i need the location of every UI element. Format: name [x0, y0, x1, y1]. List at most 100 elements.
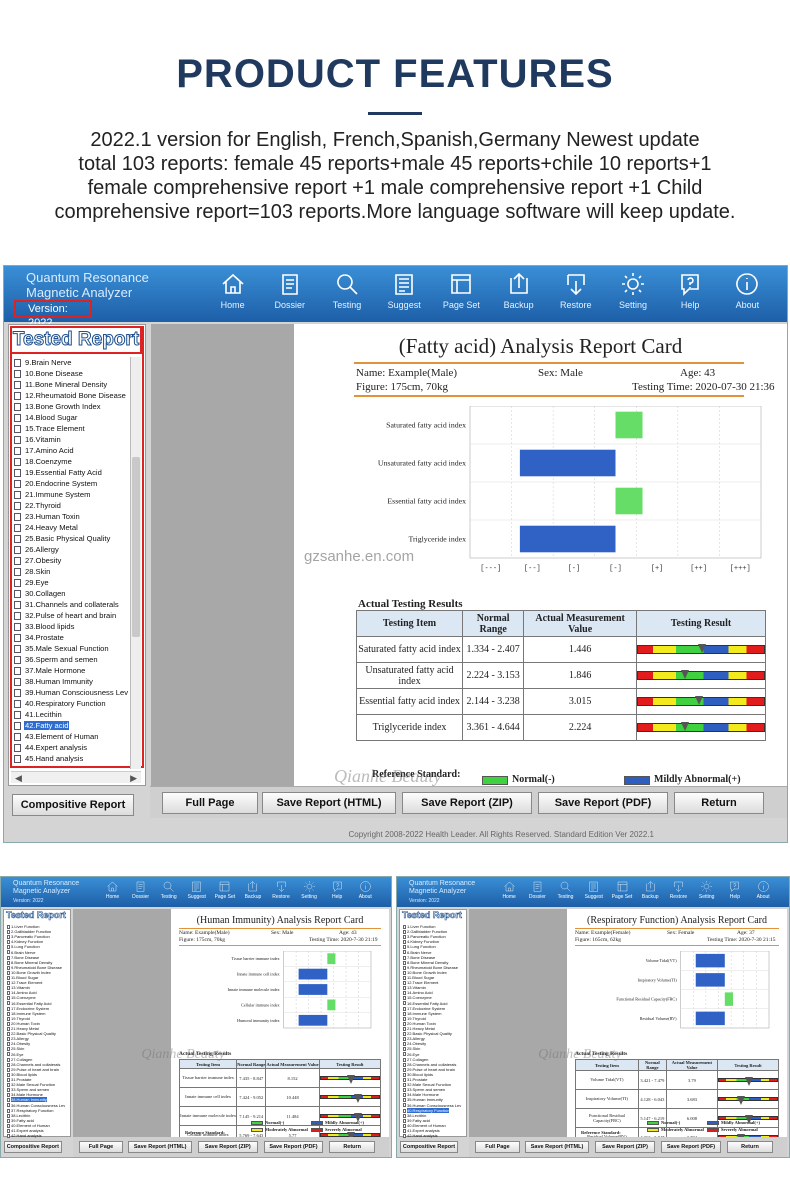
nav-setting-button[interactable]: Setting: [604, 271, 661, 310]
nav-home-button[interactable]: Home: [99, 880, 127, 900]
sidebar-vscroll[interactable]: [130, 357, 141, 769]
tree-item[interactable]: 3.Pancreatic Function: [403, 934, 446, 939]
tree-item[interactable]: 30.Blood lipids: [403, 1072, 433, 1077]
compositive-report-button[interactable]: Compositive Report: [400, 1141, 458, 1153]
tree-item[interactable]: 34.Male Hormone: [403, 1092, 439, 1097]
tree-item[interactable]: 5.Lung Function: [403, 944, 436, 949]
tree-item[interactable]: 32.Pulse of heart and brain: [14, 611, 117, 622]
tree-item[interactable]: 16.Essential Fatty Acid: [403, 1001, 447, 1006]
tree-item[interactable]: 22.Basic Physical Quality: [7, 1031, 56, 1036]
tree-item[interactable]: 15.Coenzyme: [7, 995, 36, 1000]
tree-item[interactable]: 26.Eye: [7, 1052, 23, 1057]
tree-item[interactable]: 29.Eye: [14, 578, 50, 589]
tree-item[interactable]: 25.Basic Physical Quality: [14, 534, 111, 545]
tree-item[interactable]: 26.Allergy: [14, 545, 60, 556]
return-button[interactable]: Return: [727, 1141, 773, 1153]
tree-item[interactable]: 41.Lecithin: [14, 710, 63, 721]
nav-testing-button[interactable]: Testing: [551, 880, 579, 900]
tree-item[interactable]: 31.Prostate: [7, 1077, 31, 1082]
tree-item[interactable]: 18.Immune System: [403, 1011, 441, 1016]
tree-item[interactable]: 13.Vitamin: [7, 985, 30, 990]
tree-item[interactable]: 6.Brain Nerve: [403, 950, 431, 955]
save-html-button[interactable]: Save Report (HTML): [525, 1141, 589, 1153]
tree-item[interactable]: 29.Pulse of heart and brain: [403, 1067, 455, 1072]
return-button[interactable]: Return: [329, 1141, 376, 1153]
nav-about-button[interactable]: About: [719, 271, 776, 310]
full-page-button[interactable]: Full Page: [162, 792, 258, 814]
tree-item[interactable]: 23.Allergy: [7, 1036, 29, 1041]
tree-item[interactable]: 38.Human Immunity: [14, 677, 94, 688]
nav-page-set-button[interactable]: Page Set: [211, 880, 239, 900]
tree-item[interactable]: 12.Trace Element: [7, 980, 42, 985]
nav-help-button[interactable]: Help: [323, 880, 351, 900]
tree-item[interactable]: 6.Brain Nerve: [7, 950, 35, 955]
tree-item[interactable]: 14.Amino Acid: [7, 990, 37, 995]
tree-item[interactable]: 19.Essential Fatty Acid: [14, 468, 103, 479]
tree-item[interactable]: 14.Amino Acid: [403, 990, 433, 995]
tree-item[interactable]: 24.Obesity: [403, 1041, 426, 1046]
tree-item[interactable]: 22.Basic Physical Quality: [403, 1031, 452, 1036]
tree-item[interactable]: 9.Rheumatoid Bone Disease: [403, 965, 458, 970]
tree-item[interactable]: 17.Amino Acid: [14, 446, 75, 457]
nav-testing-button[interactable]: Testing: [318, 271, 375, 310]
tree-item[interactable]: 16.Essential Fatty Acid: [7, 1001, 51, 1006]
tree-item[interactable]: 33.Sperm and semen: [7, 1087, 49, 1092]
nav-suggest-button[interactable]: Suggest: [580, 880, 608, 900]
nav-dossier-button[interactable]: Dossier: [261, 271, 318, 310]
tree-item[interactable]: 27.Collagen: [7, 1057, 32, 1062]
compositive-report-button[interactable]: Compositive Report: [12, 794, 134, 816]
tree-item[interactable]: 11.Bone Mineral Density: [14, 380, 108, 391]
save-html-button[interactable]: Save Report (HTML): [262, 792, 396, 814]
tree-item[interactable]: 23.Allergy: [403, 1036, 425, 1041]
tree-item[interactable]: 34.Male Hormone: [7, 1092, 43, 1097]
tree-item[interactable]: 27.Collagen: [403, 1057, 428, 1062]
tree-item[interactable]: 41.Expert analysis: [7, 1128, 44, 1133]
tree-item[interactable]: 14.Blood Sugar: [14, 413, 78, 424]
tree-item[interactable]: 2.Gallbladder Function: [7, 929, 51, 934]
tree-item[interactable]: 10.Bone Disease: [14, 369, 84, 380]
save-zip-button[interactable]: Save Report (ZIP): [402, 792, 532, 814]
scroll-right-icon[interactable]: ▶: [130, 773, 137, 783]
nav-help-button[interactable]: Help: [662, 271, 719, 310]
save-pdf-button[interactable]: Save Report (PDF): [661, 1141, 721, 1153]
nav-testing-button[interactable]: Testing: [155, 880, 183, 900]
tree-item[interactable]: 39.Fatty acid: [7, 1118, 34, 1123]
tree-item[interactable]: 8.Bone Mineral Density: [403, 960, 448, 965]
tree-item[interactable]: 32.Male Sexual Function: [7, 1082, 55, 1087]
compositive-report-button[interactable]: Compositive Report: [3, 1141, 62, 1153]
tree-item[interactable]: 21.Heavy Metal: [403, 1026, 435, 1031]
tree-item[interactable]: 43.Element of Human: [14, 732, 99, 743]
tree-item[interactable]: 3.Pancreatic Function: [7, 934, 50, 939]
tree-item[interactable]: 38.Lecithin: [7, 1113, 30, 1118]
nav-about-button[interactable]: About: [749, 880, 777, 900]
tree-item[interactable]: 23.Human Toxin: [14, 512, 81, 523]
tree-item[interactable]: 8.Bone Mineral Density: [7, 960, 52, 965]
tree-item[interactable]: 31.Channels and collaterals: [14, 600, 120, 611]
tree-item[interactable]: 29.Pulse of heart and brain: [7, 1067, 59, 1072]
nav-suggest-button[interactable]: Suggest: [376, 271, 433, 310]
nav-suggest-button[interactable]: Suggest: [183, 880, 211, 900]
tree-item[interactable]: 9.Brain Nerve: [14, 358, 72, 369]
tree-item[interactable]: 25.Skin: [7, 1046, 24, 1051]
return-button[interactable]: Return: [674, 792, 764, 814]
tree-item[interactable]: 11.Blood Sugar: [7, 975, 38, 980]
tree-item[interactable]: 24.Obesity: [7, 1041, 30, 1046]
tree-item[interactable]: 31.Prostate: [403, 1077, 427, 1082]
tree-item[interactable]: 2.Gallbladder Function: [403, 929, 447, 934]
tree-item[interactable]: 10.Bone Growth Index: [7, 970, 51, 975]
tree-item[interactable]: 42.Hand analysis: [7, 1133, 42, 1138]
tree-item[interactable]: 11.Blood Sugar: [403, 975, 434, 980]
tree-item[interactable]: 27.Obesity: [14, 556, 62, 567]
tree-item[interactable]: 20.Human Toxin: [7, 1021, 40, 1026]
tree-item[interactable]: 25.Skin: [403, 1046, 420, 1051]
save-zip-button[interactable]: Save Report (ZIP): [595, 1141, 655, 1153]
tree-item[interactable]: 30.Blood lipids: [7, 1072, 37, 1077]
tree-item[interactable]: 40.Element of Human: [403, 1123, 446, 1128]
tree-item[interactable]: 41.Expert analysis: [403, 1128, 440, 1133]
tree-item[interactable]: 38.Lecithin: [403, 1113, 426, 1118]
tree-item[interactable]: 15.Trace Element: [14, 424, 86, 435]
nav-restore-button[interactable]: Restore: [267, 880, 295, 900]
tree-item[interactable]: 17.Endocrine System: [7, 1006, 49, 1011]
tree-item[interactable]: 20.Endocrine System: [14, 479, 98, 490]
save-zip-button[interactable]: Save Report (ZIP): [197, 1141, 258, 1153]
